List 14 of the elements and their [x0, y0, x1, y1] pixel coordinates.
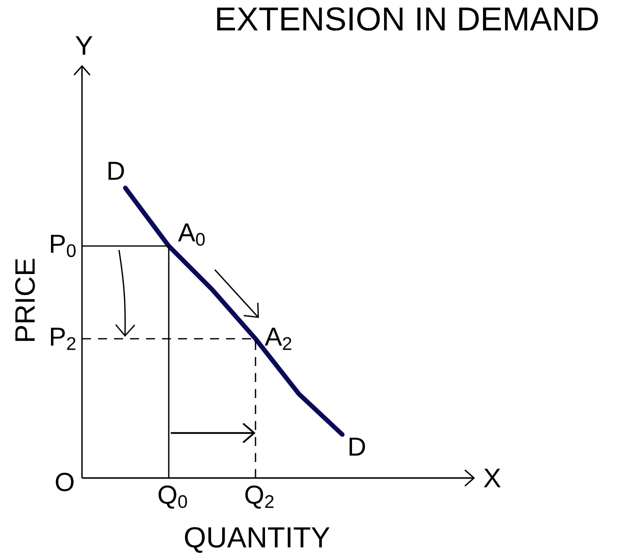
text: Y [76, 36, 92, 55]
ref-line-label: P$_{0}$ [50, 234, 76, 258]
text: D [108, 162, 124, 180]
annotation: O [56, 472, 74, 492]
annotation: A$_{2}$ [264, 328, 292, 350]
x-tick-label: Q$_{0}$ [158, 486, 187, 509]
annotation: A$_{0}$ [178, 224, 205, 246]
ref-line-label: P$_{2}$ [50, 328, 76, 350]
x-tick-label: Q$_{2}$ [245, 486, 274, 509]
chart-title: EXTENSION IN DEMAND [217, 7, 598, 31]
y-axis-title: PRICE [15, 258, 35, 341]
text: X [484, 468, 501, 488]
annotation: D [350, 438, 365, 456]
x-axis-title: QUANTITY [184, 527, 330, 553]
